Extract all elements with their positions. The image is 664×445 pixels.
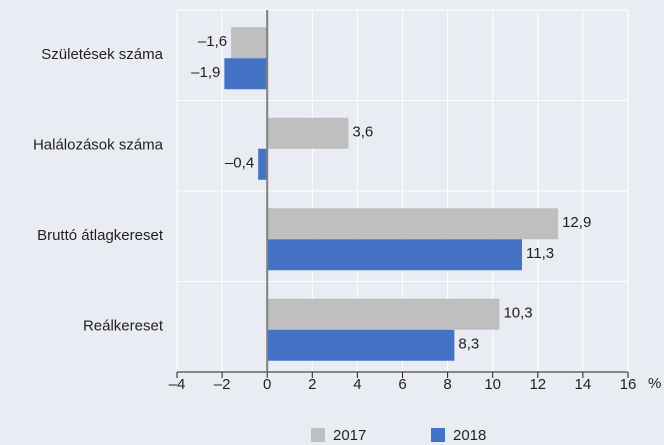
x-tick-label: 2: [308, 376, 316, 393]
bar: [224, 58, 268, 90]
data-label: 8,3: [458, 336, 479, 353]
bar: [258, 148, 268, 180]
y-tick-label: Reálkereset: [83, 318, 164, 335]
legend-swatch: [311, 428, 325, 442]
x-tick-label: 10: [484, 376, 501, 393]
data-label: –1,9: [191, 64, 220, 81]
y-tick-label: Születések száma: [41, 46, 163, 63]
data-label: 10,3: [503, 305, 532, 322]
x-tick-label: 8: [443, 376, 451, 393]
data-label: 3,6: [352, 124, 373, 141]
bar: [267, 298, 500, 330]
y-tick-label: Bruttó átlagkereset: [37, 227, 164, 244]
legend-label: 2017: [333, 427, 366, 444]
bar: [267, 208, 559, 240]
data-label: 11,3: [526, 245, 554, 262]
legend-swatch: [431, 428, 445, 442]
x-tick-label: –4: [169, 376, 186, 393]
bar: [231, 27, 268, 59]
bar: [267, 329, 455, 361]
x-axis-label: %: [648, 375, 661, 392]
x-tick-label: 6: [398, 376, 406, 393]
bar: [267, 117, 349, 149]
x-tick-label: 0: [263, 376, 271, 393]
x-tick-label: 4: [353, 376, 361, 393]
x-tick-label: 14: [575, 376, 592, 393]
data-label: –1,6: [198, 33, 227, 50]
legend-label: 2018: [453, 427, 486, 444]
data-label: 12,9: [562, 214, 591, 231]
data-label: –0,4: [225, 155, 254, 172]
y-tick-label: Halálozások száma: [33, 137, 164, 154]
x-tick-label: –2: [214, 376, 231, 393]
x-tick-label: 12: [529, 376, 546, 393]
x-tick-label: 16: [620, 376, 637, 393]
bar: [267, 239, 523, 271]
